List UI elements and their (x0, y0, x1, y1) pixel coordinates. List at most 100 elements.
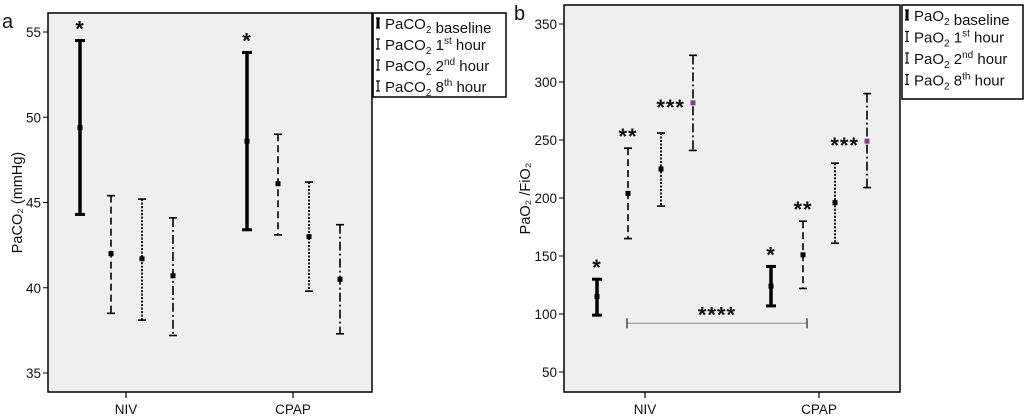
legend-swatch-icon (905, 52, 909, 64)
legend-subscript: 2 (944, 60, 950, 71)
mean-marker (139, 256, 145, 262)
bracket-label: **** (698, 302, 736, 327)
error-bar (766, 264, 776, 308)
significance-bracket: **** (626, 302, 808, 329)
x-tick-label: CPAP (275, 402, 311, 416)
y-tick-label: 50 (542, 365, 557, 380)
mean-marker (658, 166, 664, 172)
error-bar (799, 220, 807, 290)
error-bar (75, 39, 85, 216)
legend-subscript: 2 (426, 88, 432, 99)
legend-swatch-icon (376, 17, 380, 29)
y-tick-label: 35 (26, 366, 41, 381)
mean-marker (800, 252, 806, 258)
error-bar (138, 198, 146, 321)
legend-rest: hour (455, 58, 489, 75)
error-bar (305, 181, 313, 292)
legend-superscript: st (444, 36, 452, 47)
y-tick-label: 50 (26, 110, 41, 125)
mean-marker (306, 234, 312, 240)
error-bar (624, 147, 632, 240)
significance-annotation: * (592, 255, 602, 280)
mean-marker (832, 200, 838, 206)
legend-number: 8 (950, 73, 963, 90)
error-bar (657, 132, 665, 207)
legend-entry: PaO2 2nd hour (914, 50, 1007, 71)
legend-swatch-icon (376, 38, 380, 50)
legend-subscript: 2 (426, 25, 432, 36)
legend-entry: PaO2 8th hour (914, 72, 1005, 93)
legend-swatch-icon (905, 30, 909, 43)
error-bar (863, 92, 871, 189)
y-tick-label: 300 (534, 75, 557, 90)
legend-subscript: 2 (426, 67, 432, 78)
mean-marker (768, 283, 774, 289)
x-tick-label: CPAP (801, 402, 837, 416)
legend-subscript: 2 (944, 17, 950, 28)
significance-annotation: ** (793, 197, 812, 222)
error-bar (592, 277, 602, 317)
legend-rest: hour (973, 51, 1007, 68)
legend-box (901, 4, 1024, 100)
legend-prefix: PaCO (385, 58, 426, 75)
legend-entry: PaCO2 baseline (385, 16, 491, 37)
legend-superscript: st (962, 29, 970, 40)
legend-swatch-icon (905, 9, 909, 21)
legend-prefix: PaO (914, 8, 944, 25)
mean-marker (594, 294, 600, 300)
legend-rest: hour (970, 30, 1004, 47)
legend-subscript: 2 (944, 39, 950, 50)
y-tick-label: 100 (534, 307, 557, 322)
significance-annotation: * (75, 17, 85, 42)
y-tick-label: 150 (534, 249, 557, 264)
legend-subscript: 2 (426, 46, 432, 57)
mean-marker (690, 100, 696, 106)
legend-prefix: PaO (914, 51, 944, 68)
legend-rest: hour (452, 79, 486, 96)
legend-prefix: PaO (914, 30, 944, 47)
legend-swatch-icon (376, 59, 380, 71)
y-tick-label: 250 (534, 133, 557, 148)
mean-marker (244, 138, 250, 144)
mean-marker (864, 138, 870, 144)
panel-label: a (2, 11, 14, 33)
legend-prefix: PaCO (385, 16, 426, 33)
legend-swatch-icon (376, 80, 380, 92)
legend-superscript: th (962, 72, 970, 83)
y-axis-label: PaCO₂ (mmHg) (10, 152, 26, 254)
legend-rest: hour (452, 37, 486, 54)
legend-prefix: PaO (914, 73, 944, 90)
legend-rest: hour (970, 73, 1004, 90)
x-tick-label: NIV (115, 402, 138, 416)
legend-prefix: PaCO (385, 79, 426, 96)
significance-annotation: * (242, 28, 252, 53)
plot-area (563, 4, 901, 393)
legend-superscript: th (444, 78, 452, 89)
significance-annotation: ** (618, 124, 637, 149)
error-bar (274, 133, 282, 236)
legend-entry: PaCO2 2nd hour (385, 57, 489, 78)
y-tick-label: 55 (26, 25, 41, 40)
legend-entry: PaO2 1st hour (914, 29, 1004, 50)
legend-superscript: nd (962, 50, 973, 61)
legend-number: 1 (431, 37, 444, 54)
mean-marker (625, 190, 631, 196)
legend-number: 8 (431, 79, 444, 96)
error-bar (242, 50, 252, 232)
legend-entry: PaCO2 8th hour (385, 78, 486, 99)
legend-subscript: 2 (944, 82, 950, 93)
significance-annotation: *** (830, 133, 859, 158)
error-bar (107, 194, 115, 315)
y-tick-label: 350 (534, 17, 557, 32)
significance-annotation: *** (656, 95, 685, 120)
panel-label: b (514, 3, 525, 25)
legend-box (372, 12, 507, 98)
x-tick-label: NIV (634, 402, 657, 416)
mean-marker (170, 273, 176, 279)
mean-marker (275, 181, 281, 187)
legend-superscript: nd (444, 57, 455, 68)
